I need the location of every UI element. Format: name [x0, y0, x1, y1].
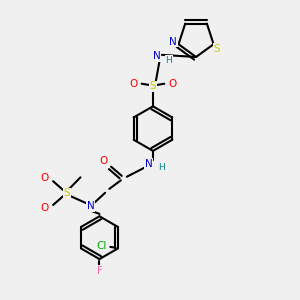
Text: F: F: [97, 266, 102, 276]
Text: Cl: Cl: [96, 241, 106, 251]
Text: N: N: [87, 202, 94, 212]
Text: O: O: [129, 79, 137, 89]
Text: N: N: [145, 159, 152, 169]
Text: S: S: [214, 44, 220, 54]
Text: O: O: [169, 79, 177, 89]
Text: N: N: [153, 51, 161, 62]
Text: O: O: [100, 156, 108, 166]
Text: O: O: [40, 203, 48, 213]
Text: H: H: [158, 163, 165, 172]
Text: S: S: [64, 188, 70, 198]
Text: H: H: [165, 56, 172, 65]
Text: S: S: [150, 81, 156, 91]
Text: O: O: [40, 173, 48, 183]
Text: N: N: [169, 37, 177, 47]
